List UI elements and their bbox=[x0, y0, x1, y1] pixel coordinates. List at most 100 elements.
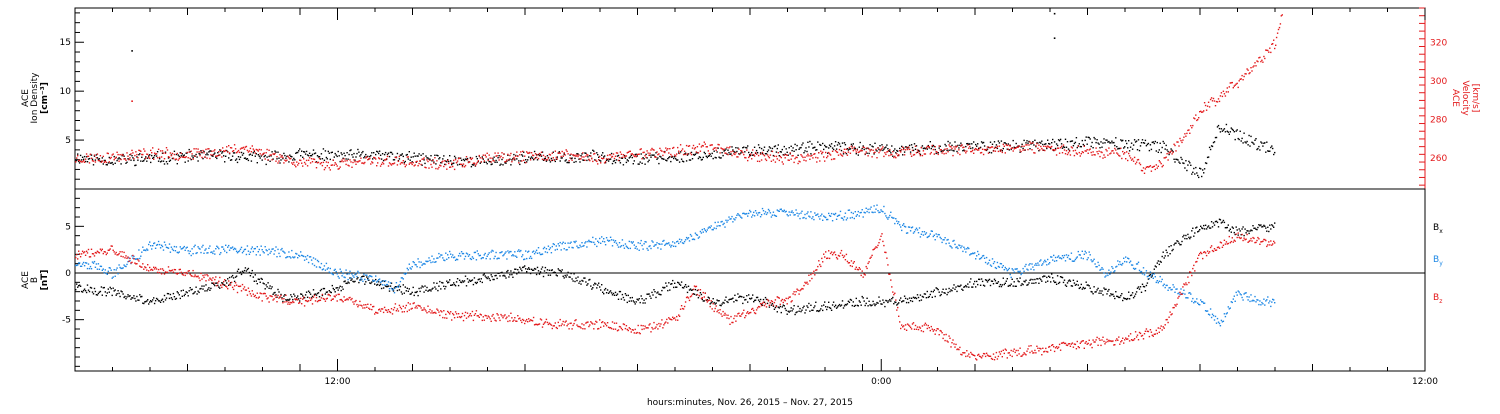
by-point bbox=[239, 250, 240, 251]
by-point bbox=[1043, 261, 1044, 262]
bx-point bbox=[578, 283, 579, 284]
velocity-point bbox=[615, 156, 616, 157]
bz-point bbox=[94, 255, 95, 256]
velocity-point bbox=[1132, 158, 1133, 159]
by-point bbox=[349, 271, 350, 272]
bx-point bbox=[350, 280, 351, 281]
by-point bbox=[448, 257, 449, 258]
by-point bbox=[228, 245, 229, 246]
ion-density-point bbox=[207, 154, 208, 155]
bx-point bbox=[164, 295, 165, 296]
by-point bbox=[184, 246, 185, 247]
bx-point bbox=[1005, 283, 1006, 284]
bx-point bbox=[1067, 282, 1068, 283]
velocity-point bbox=[665, 147, 666, 148]
bx-point bbox=[625, 293, 626, 294]
by-point bbox=[940, 237, 941, 238]
velocity-point bbox=[992, 146, 993, 147]
velocity-point bbox=[306, 160, 307, 161]
bx-point bbox=[868, 301, 869, 302]
by-point bbox=[1032, 266, 1033, 267]
ion-density-point bbox=[754, 147, 755, 148]
bx-point bbox=[671, 283, 672, 284]
ion-density-point bbox=[1261, 142, 1262, 143]
ion-density-point bbox=[698, 158, 699, 159]
bx-point bbox=[422, 286, 423, 287]
ion-density-point bbox=[261, 155, 262, 156]
by-point bbox=[294, 256, 295, 257]
bx-point bbox=[926, 297, 927, 298]
ion-density-point bbox=[161, 160, 162, 161]
ion-density-point bbox=[1023, 140, 1024, 141]
by-point bbox=[444, 260, 445, 261]
ion-density-point bbox=[842, 142, 843, 143]
bx-point bbox=[130, 299, 131, 300]
bx-point bbox=[585, 281, 586, 282]
bx-point bbox=[248, 268, 249, 269]
ion-density-point bbox=[389, 156, 390, 157]
bx-point bbox=[458, 285, 459, 286]
by-point bbox=[1010, 274, 1011, 275]
ion-density-point bbox=[137, 160, 138, 161]
velocity-point bbox=[524, 156, 525, 157]
velocity-point bbox=[592, 161, 593, 162]
bx-point bbox=[389, 290, 390, 291]
bx-point bbox=[763, 299, 764, 300]
bx-point bbox=[873, 303, 874, 304]
velocity-point bbox=[604, 162, 605, 163]
ion-density-point bbox=[720, 157, 721, 158]
velocity-point bbox=[85, 159, 86, 160]
velocity-point bbox=[802, 157, 803, 158]
ion-density-point bbox=[1230, 131, 1231, 132]
velocity-point bbox=[1114, 148, 1115, 149]
ion-density-point bbox=[954, 141, 955, 142]
by-point bbox=[749, 210, 750, 211]
bx-point bbox=[412, 292, 413, 293]
velocity-point bbox=[1135, 163, 1136, 164]
by-point bbox=[269, 253, 270, 254]
by-point bbox=[1003, 265, 1004, 266]
velocity-point bbox=[1035, 145, 1036, 146]
ion-density-point bbox=[89, 158, 90, 159]
velocity-point bbox=[531, 152, 532, 153]
velocity-point bbox=[1068, 152, 1069, 153]
ion-density-point bbox=[1126, 143, 1127, 144]
bx-point bbox=[657, 291, 658, 292]
by-point bbox=[1020, 274, 1021, 275]
by-point bbox=[249, 254, 250, 255]
ion-density-point bbox=[1212, 146, 1213, 147]
velocity-point bbox=[462, 166, 463, 167]
ion-density-point bbox=[798, 149, 799, 150]
ion-density-point bbox=[312, 154, 313, 155]
by-point bbox=[552, 246, 553, 247]
velocity-point bbox=[1077, 153, 1078, 154]
bx-point bbox=[193, 292, 194, 293]
by-point bbox=[797, 215, 798, 216]
bx-point bbox=[732, 298, 733, 299]
by-point bbox=[997, 262, 998, 263]
by-point bbox=[409, 264, 410, 265]
bx-point bbox=[1086, 282, 1087, 283]
bx-point bbox=[672, 280, 673, 281]
bx-point bbox=[615, 292, 616, 293]
by-point bbox=[432, 261, 433, 262]
ion-density-point bbox=[1150, 144, 1151, 145]
velocity-point bbox=[229, 152, 230, 153]
ion-density-point bbox=[1062, 148, 1063, 149]
bx-point bbox=[194, 291, 195, 292]
velocity-point bbox=[413, 162, 414, 163]
by-point bbox=[473, 258, 474, 259]
by-point bbox=[416, 264, 417, 265]
velocity-point bbox=[136, 154, 137, 155]
by-point bbox=[273, 253, 274, 254]
by-point bbox=[361, 279, 362, 280]
ion-density-point bbox=[958, 147, 959, 148]
by-point bbox=[419, 267, 420, 268]
velocity-point bbox=[1110, 152, 1111, 153]
bx-point bbox=[945, 289, 946, 290]
by-point bbox=[684, 241, 685, 242]
bx-point bbox=[1175, 242, 1176, 243]
ion-density-point bbox=[953, 150, 954, 151]
velocity-point bbox=[206, 157, 207, 158]
ion-density-point bbox=[309, 153, 310, 154]
